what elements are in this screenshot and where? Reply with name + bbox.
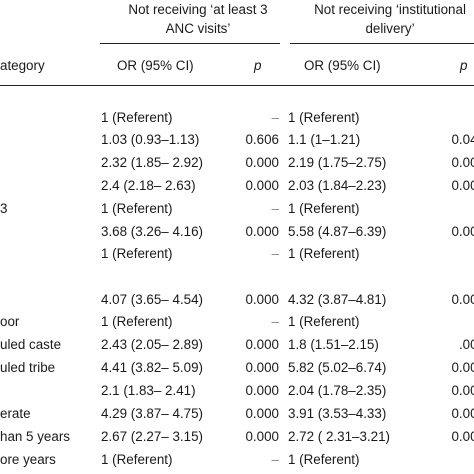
cell-or2: 5.58 (4.87–6.39) (288, 224, 387, 239)
cell-p1: – (271, 246, 279, 261)
cell-or2: 2.03 (1.84–2.23) (288, 178, 387, 193)
cell-p2: 0.000 (451, 178, 474, 193)
table-row: 3.68 (3.26– 4.16) 0.000 5.58 (4.87–6.39) 0.… (0, 224, 474, 240)
cell-or2: 4.32 (3.87–4.81) (288, 292, 387, 307)
p2-header: p (460, 58, 468, 73)
cell-or1: 2.1 (1.83– 2.41) (101, 383, 196, 398)
cell-or1: 3.68 (3.26– 4.16) (101, 224, 203, 239)
table-row: 2.1 (1.83– 2.41) 0.000 2.04 (1.78–2.35) 0.0… (0, 383, 474, 399)
cell-or2: 2.19 (1.75–2.75) (288, 155, 387, 170)
group2-rule (290, 43, 474, 44)
or1-header: OR (95% CI) (117, 58, 194, 73)
cell-p2: 0.000 (451, 383, 474, 398)
cell-or2: 1 (Referent) (288, 201, 360, 216)
cell-p1: 0.000 (245, 178, 279, 193)
cell-or1: 1 (Referent) (101, 110, 173, 125)
cell-or1: 4.29 (3.87– 4.75) (101, 406, 203, 421)
cell-or2: 1 (Referent) (288, 110, 360, 125)
group1-rule (100, 43, 280, 44)
table-row: uled tribe 4.41 (3.82– 5.09) 0.000 5.82 (5.… (0, 360, 474, 376)
cell-p2: 0.000 (451, 155, 474, 170)
cell-p1: 0.000 (245, 406, 279, 421)
cell-or2: 5.82 (5.02–6.74) (288, 360, 387, 375)
cell-or1: 1 (Referent) (101, 314, 173, 329)
cell-p2: .000 (458, 337, 474, 352)
cell-or2: 3.91 (3.53–4.33) (288, 406, 387, 421)
cell-label: han 5 years (0, 429, 70, 444)
cell-or1: 2.4 (2.18– 2.63) (101, 178, 196, 193)
cell-p2: 0.000 (451, 224, 474, 239)
cell-p1: 0.000 (245, 360, 279, 375)
cell-p1: – (271, 452, 279, 467)
cell-or1: 4.07 (3.65– 4.54) (101, 292, 203, 307)
cell-or1: 1 (Referent) (101, 452, 173, 467)
cell-p1: 0.000 (245, 337, 279, 352)
table-row: 1 (Referent)–1 (Referent)– (0, 246, 474, 262)
cell-p1: 0.000 (245, 224, 279, 239)
or2-header: OR (95% CI) (304, 58, 381, 73)
cell-p1: – (271, 110, 279, 125)
table-row: 31 (Referent)–1 (Referent)– (0, 201, 474, 217)
table-row: 1 (Referent)–1 (Referent)– (0, 110, 474, 126)
cell-or2: 1 (Referent) (288, 314, 360, 329)
group2-header-line2: delivery’ (365, 21, 415, 36)
cell-p1: 0.000 (245, 292, 279, 307)
p1-header: p (254, 58, 262, 73)
table-row: 1.03 (0.93–1.13) 0.606 1.1 (1–1.21) 0.049 (0, 132, 474, 148)
cell-p1: 0.000 (245, 429, 279, 444)
header-bottom-rule (0, 85, 474, 86)
cell-or1: 1 (Referent) (101, 246, 173, 261)
cell-or2: 1.1 (1–1.21) (288, 132, 361, 147)
cell-p1: 0.000 (245, 383, 279, 398)
cell-label: oor (0, 314, 20, 329)
group2-header-line1: Not receiving ‘institutional (314, 2, 466, 17)
table-row: 2.32 (1.85– 2.92) 0.000 2.19 (1.75–2.75) 0.… (0, 155, 474, 171)
table-row: 2.4 (2.18– 2.63) 0.000 2.03 (1.84–2.23) 0.0… (0, 178, 474, 194)
cell-label: uled caste (0, 337, 62, 352)
cell-or2: 2.72 ( 2.31–3.21) (288, 429, 390, 444)
cell-label: 3 (0, 201, 8, 216)
cell-or1: 4.41 (3.82– 5.09) (101, 360, 203, 375)
cell-label: erate (0, 406, 31, 421)
cell-or2: 1 (Referent) (288, 452, 360, 467)
cell-or2: 2.04 (1.78–2.35) (288, 383, 387, 398)
cell-or1: 2.32 (1.85– 2.92) (101, 155, 203, 170)
cell-or1: 1 (Referent) (101, 201, 173, 216)
cell-label: ore years (0, 452, 56, 467)
cell-p2: 0.049 (451, 132, 474, 147)
cell-p1: – (271, 201, 279, 216)
cell-or1: 1.03 (0.93–1.13) (101, 132, 200, 147)
cell-label: uled tribe (0, 360, 56, 375)
table-row: erate 4.29 (3.87– 4.75) 0.000 3.91 (3.53–4.… (0, 406, 474, 422)
cell-p2: 0.000 (451, 406, 474, 421)
cell-p1: – (271, 314, 279, 329)
cell-p1: 0.000 (245, 155, 279, 170)
cell-p1: 0.606 (245, 132, 279, 147)
table-row: uled caste 2.43 (2.05– 2.89) 0.000 1.8 (1.5… (0, 337, 474, 353)
cell-p2: 0.000 (451, 429, 474, 444)
cell-p2: 0.000 (451, 292, 474, 307)
category-header: ategory (0, 58, 45, 73)
cell-or2: 1 (Referent) (288, 246, 360, 261)
group1-header-line1: Not receiving ‘at least 3 (128, 2, 268, 17)
cell-or1: 2.43 (2.05– 2.89) (101, 337, 203, 352)
group1-header-line2: ANC visits’ (165, 21, 231, 36)
cell-p2: 0.000 (451, 360, 474, 375)
table-row: 4.07 (3.65– 4.54) 0.000 4.32 (3.87–4.81) 0.… (0, 292, 474, 308)
table-row: han 5 years 2.67 (2.27– 3.15) 0.000 2.72 ( … (0, 429, 474, 445)
cell-or1: 2.67 (2.27– 3.15) (101, 429, 203, 444)
cell-or2: 1.8 (1.51–2.15) (288, 337, 379, 352)
